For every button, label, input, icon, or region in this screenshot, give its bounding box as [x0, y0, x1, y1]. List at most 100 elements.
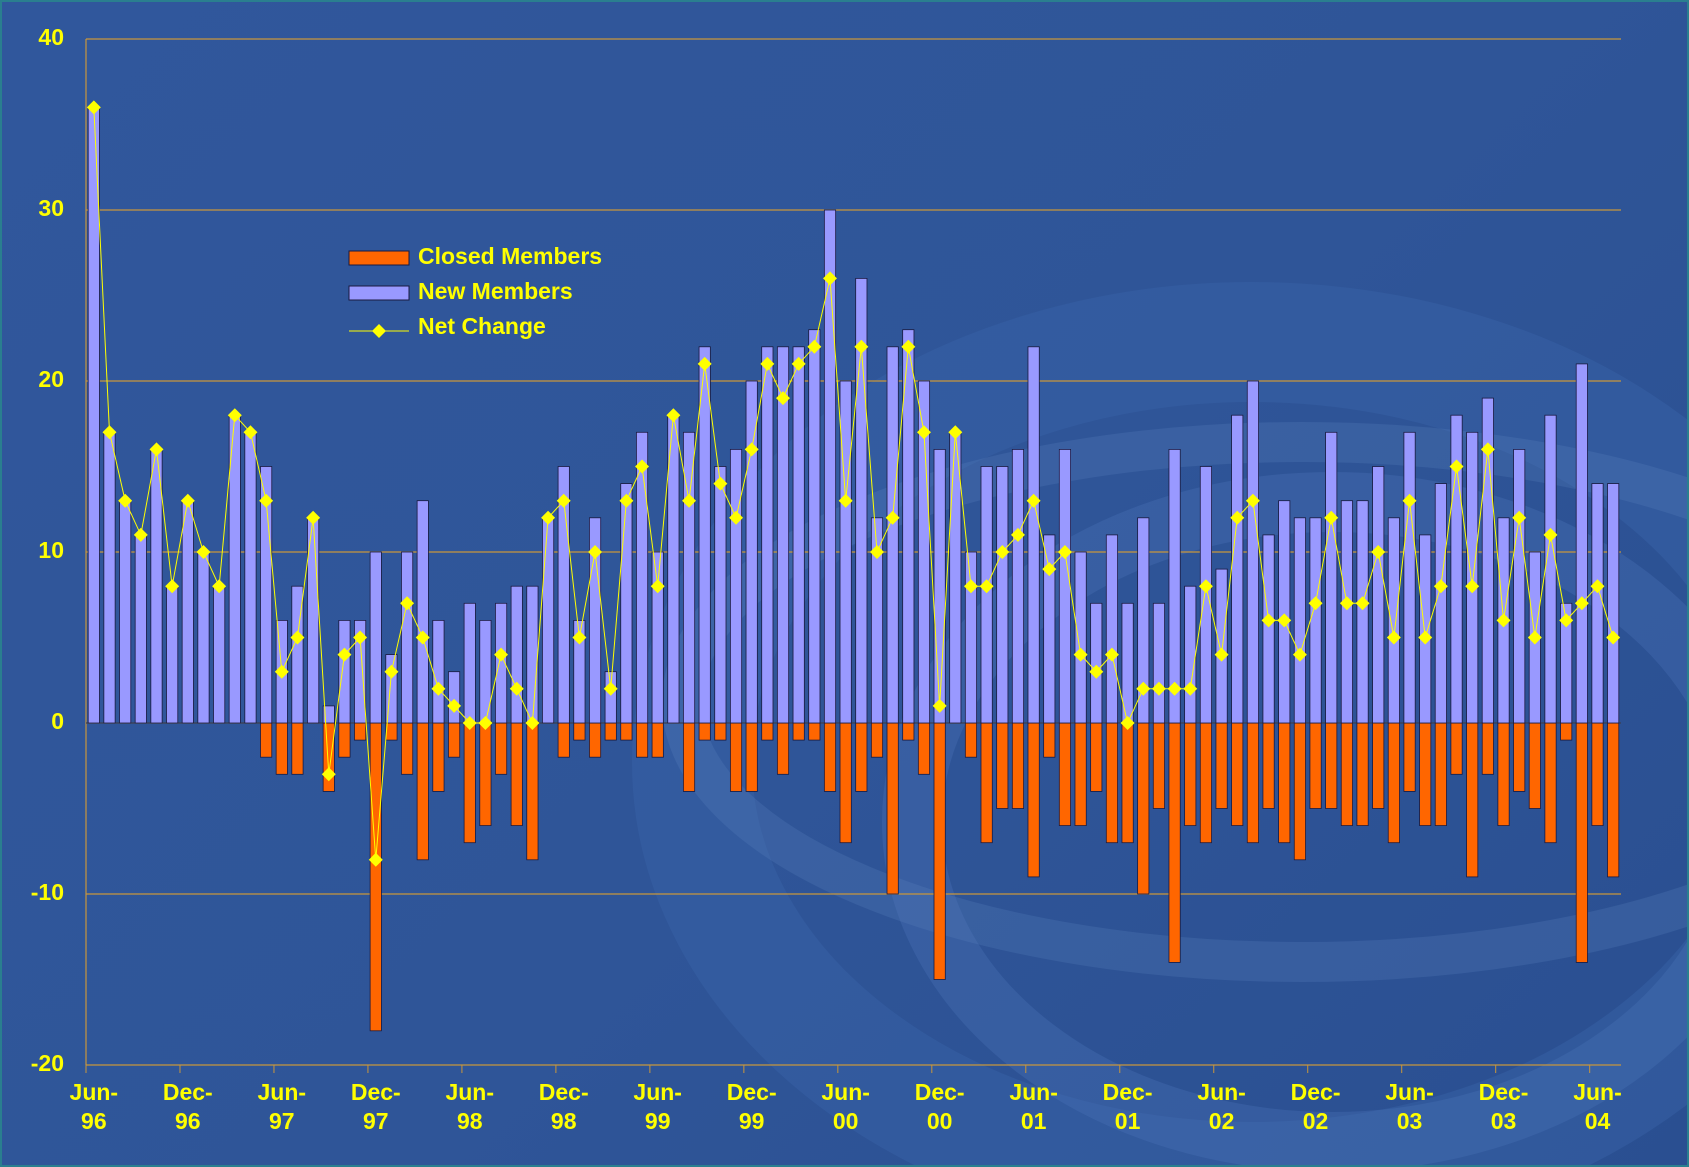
net-marker: [1277, 613, 1292, 628]
bar: [416, 500, 429, 724]
net-marker: [1261, 613, 1276, 628]
bar: [682, 431, 696, 724]
net-marker: [807, 339, 822, 354]
bar: [636, 431, 649, 724]
bar: [1262, 534, 1275, 724]
net-marker: [1073, 647, 1088, 662]
bar: [1560, 722, 1573, 741]
bar: [291, 585, 304, 724]
net-marker: [337, 647, 352, 662]
legend-marker: [372, 324, 386, 338]
net-marker: [948, 425, 963, 440]
net-marker: [1308, 596, 1323, 611]
net-marker: [885, 510, 900, 525]
net-marker: [1606, 630, 1621, 645]
x-tick-label: Jun-04: [1573, 1079, 1622, 1134]
y-tick-label: 20: [38, 366, 64, 392]
bar: [761, 346, 774, 724]
bar: [260, 466, 273, 724]
bar: [1481, 397, 1494, 724]
net-marker: [995, 545, 1010, 559]
bar: [1137, 722, 1150, 895]
net-marker: [494, 647, 509, 662]
bar: [401, 551, 414, 724]
net-marker: [525, 716, 540, 730]
bar: [1278, 500, 1291, 724]
bar: [1246, 722, 1259, 844]
x-tick-label: Dec-99: [726, 1079, 777, 1134]
bar: [150, 448, 163, 724]
bar: [933, 722, 946, 980]
net-marker: [619, 493, 634, 508]
bar: [651, 722, 664, 758]
net-marker: [259, 493, 274, 508]
net-marker: [682, 493, 697, 508]
bar: [604, 722, 617, 741]
bar: [526, 585, 539, 724]
bar: [1387, 722, 1400, 844]
bar: [698, 346, 711, 724]
net-marker: [963, 579, 978, 594]
net-marker: [729, 510, 744, 525]
bar: [729, 722, 743, 792]
bar: [1387, 517, 1400, 724]
net-marker: [149, 442, 164, 457]
bar: [745, 380, 758, 724]
bar: [181, 500, 194, 724]
net-marker: [666, 408, 681, 423]
y-tick-label: 30: [38, 195, 64, 221]
bar: [980, 466, 993, 724]
net-marker: [760, 356, 775, 371]
bar: [291, 722, 304, 775]
bar: [886, 722, 899, 895]
net-marker: [744, 442, 759, 457]
bar: [636, 722, 649, 758]
bar: [808, 329, 821, 724]
x-tick-label: Dec-02: [1290, 1079, 1341, 1134]
bar: [902, 722, 915, 741]
bar: [870, 722, 884, 758]
x-tick-label: Jun-01: [1009, 1079, 1058, 1134]
net-marker: [1042, 562, 1057, 577]
bar: [322, 705, 335, 724]
bar: [1168, 722, 1181, 963]
net-marker: [603, 681, 618, 696]
net-marker: [1418, 630, 1433, 645]
bar: [510, 722, 523, 826]
net-marker: [1449, 459, 1464, 474]
bar: [1231, 722, 1244, 826]
net-marker: [1574, 596, 1589, 611]
bar: [1293, 517, 1306, 724]
x-tick-label: Dec-03: [1478, 1079, 1529, 1134]
x-tick-label: Jun-98: [445, 1079, 495, 1134]
net-marker: [776, 391, 791, 406]
bar: [1168, 448, 1181, 724]
bar: [823, 209, 837, 724]
bar: [1325, 722, 1338, 809]
net-marker: [541, 510, 556, 525]
bar: [1434, 722, 1447, 826]
legend-label: Net Change: [418, 313, 546, 339]
bar: [964, 551, 978, 724]
bar: [1074, 551, 1087, 724]
bar: [401, 722, 414, 775]
bar: [1434, 483, 1447, 724]
bar: [1215, 722, 1228, 809]
bar: [1372, 466, 1385, 724]
y-tick-label: 10: [38, 537, 64, 563]
net-marker: [916, 425, 931, 440]
bar: [354, 620, 367, 724]
net-marker: [133, 527, 148, 542]
net-marker: [180, 493, 195, 508]
x-tick-label: Dec-96: [162, 1079, 213, 1134]
net-marker: [697, 356, 712, 371]
net-marker: [102, 425, 117, 440]
bar: [1058, 448, 1071, 724]
net-marker: [838, 493, 853, 508]
bar: [1528, 722, 1541, 809]
bar: [855, 722, 868, 792]
bar: [87, 107, 100, 724]
bar: [463, 722, 476, 844]
net-marker: [431, 681, 446, 696]
bar: [604, 671, 617, 724]
